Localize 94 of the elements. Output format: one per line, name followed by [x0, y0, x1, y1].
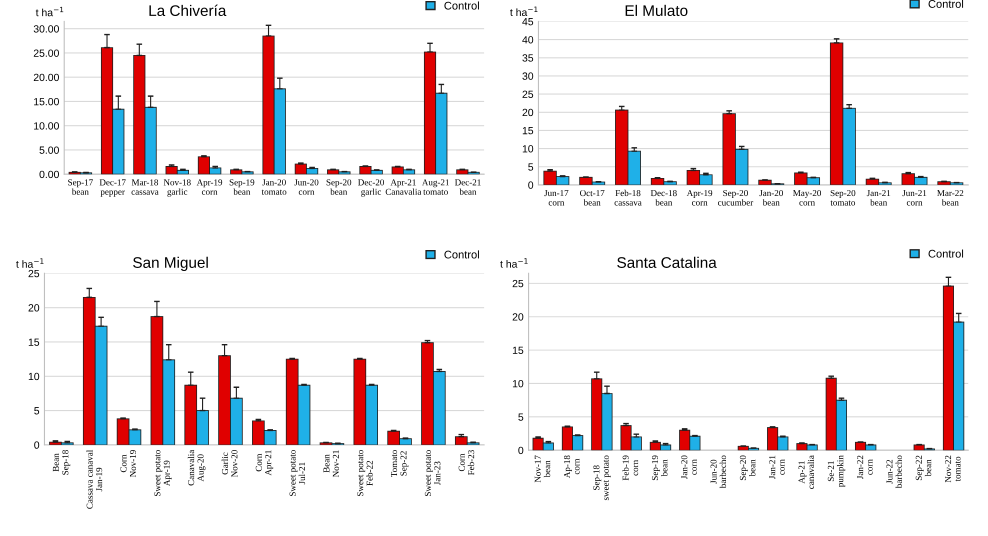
- y-tick-label: 5: [34, 407, 40, 414]
- y-tick-label: 25: [522, 90, 534, 98]
- x-tick-label: Apr-19 corn: [196, 179, 222, 195]
- y-tick-label: 20: [512, 313, 524, 321]
- x-tick-label: Jun-22 barbecho: [886, 455, 902, 488]
- y-tick-label: 45: [522, 18, 534, 26]
- y-axis-title: t ha$^{−1}$: [16, 258, 44, 268]
- x-tick-label: Jan-21 bean: [866, 190, 890, 206]
- x-tick-label: Corn Feb-23: [458, 450, 474, 476]
- y-tick-label: 15.00: [34, 98, 59, 106]
- x-tick-label: Tomato Sep-22: [391, 450, 408, 478]
- x-tick-label: Sweet potato Apr-19: [154, 450, 172, 496]
- y-tick-label: 10: [522, 145, 534, 152]
- legend-label: Control: [444, 1, 479, 10]
- x-tick-label: Dec-20 garlic: [358, 179, 384, 197]
- x-tick-label: Corn Nov-19: [120, 450, 136, 478]
- x-tick-label: Jan-20 corn: [681, 455, 697, 479]
- y-tick-label: 0: [518, 446, 524, 454]
- y-tick-label: 0: [528, 181, 534, 189]
- x-tick-label: Sep-19 bean: [230, 179, 254, 195]
- y-tick-label: 15: [512, 346, 524, 354]
- x-tick-label: Bean Sep-18: [52, 450, 70, 475]
- x-tick-label: Nov-17 bean: [534, 455, 550, 482]
- x-tick-label: Jan-21 corn: [769, 456, 785, 479]
- x-tick-label: Sep-22 bean: [916, 456, 932, 480]
- y-tick-label: 10: [512, 380, 524, 388]
- x-tick-label: Apr-21 Canavalia: [386, 179, 422, 195]
- x-tick-label: Sep-20 bean: [740, 455, 756, 480]
- x-tick-label: Jan-22 corn: [857, 456, 873, 479]
- chart-title: San Miguel: [133, 256, 208, 271]
- y-axis-title: t ha$^{−1}$: [510, 6, 538, 16]
- chart-title: Santa Catalina: [617, 256, 717, 268]
- legend-label: Control: [928, 250, 964, 258]
- y-tick-label: 30: [522, 72, 534, 80]
- legend-label: Control: [928, 0, 964, 8]
- y-tick-label: 25.00: [34, 49, 59, 57]
- x-tick-label: Oct-17 bean: [580, 190, 604, 206]
- y-tick-label: 30.00: [34, 25, 59, 33]
- y-tick-label: 25: [512, 280, 524, 288]
- y-tick-label: 25: [28, 270, 40, 278]
- x-tick-label: Se-21 pumpkin: [828, 455, 846, 488]
- x-tick-label: Dec-17 pepper: [100, 179, 126, 197]
- chart-title: El Mulato: [626, 4, 688, 16]
- legend-label: Control: [444, 250, 479, 259]
- y-tick-label: 10: [28, 372, 40, 380]
- y-tick-label: 5: [528, 163, 534, 171]
- x-tick-label: Sep-20 tomato: [830, 190, 856, 206]
- x-tick-label: Aug-21 tomato: [422, 179, 449, 195]
- x-tick-label: Dec-18 bean: [650, 190, 677, 206]
- x-tick-label: Cassava canaval Jan-19: [86, 450, 102, 509]
- x-tick-label: Sep-20 cucumber: [718, 190, 754, 206]
- x-tick-label: Nov-22 tomato: [945, 456, 961, 482]
- x-tick-label: Mar-18 cassava: [132, 179, 159, 195]
- y-tick-label: 15: [28, 338, 40, 346]
- x-tick-label: Jun-17 corn: [544, 190, 568, 206]
- x-tick-label: Ap-18 corn: [564, 455, 580, 478]
- x-tick-label: Sweet potato Jan-23: [424, 450, 440, 496]
- y-tick-label: 0: [34, 441, 40, 449]
- y-tick-label: 20: [28, 304, 40, 312]
- x-tick-label: Sweet potato Feb-22: [357, 450, 373, 496]
- x-tick-label: Jan-20 bean: [759, 190, 783, 206]
- x-tick-label: Feb-18 cassava: [614, 190, 642, 206]
- x-tick-label: Canavalia Aug-20: [188, 450, 206, 486]
- x-tick-label: Corn Apr-21: [256, 450, 274, 476]
- x-tick-label: May-20 corn: [793, 190, 822, 206]
- y-tick-label: 20.00: [34, 74, 59, 82]
- x-tick-label: Nov-18 garlic: [164, 179, 191, 197]
- x-tick-label: Jun-21 corn: [902, 190, 926, 206]
- y-tick-label: 20: [522, 108, 534, 116]
- x-tick-label: Ap-21 canavalia: [798, 455, 814, 489]
- y-tick-label: 40: [522, 36, 534, 44]
- x-tick-label: Garlic Nov-20: [222, 450, 238, 478]
- y-tick-label: 10.00: [34, 122, 59, 130]
- x-tick-label: Sep-20 bean: [326, 179, 352, 195]
- y-tick-label: 5: [518, 413, 524, 421]
- x-tick-label: Sep-17 bean: [68, 179, 93, 195]
- x-tick-label: Bean Nov-21: [323, 450, 339, 478]
- x-tick-label: Sweet potato Jul-21: [290, 450, 306, 496]
- x-tick-label: Feb-19 corn: [622, 455, 638, 480]
- x-tick-label: Mar-22 bean: [937, 190, 964, 206]
- x-tick-label: Dec-21 bean: [454, 179, 481, 195]
- chart-title: La Chivería: [149, 4, 226, 16]
- x-tick-label: Sep-18 sweet potato: [593, 455, 611, 500]
- x-tick-label: Sep-19 bean: [652, 455, 668, 480]
- x-tick-label: Jun-20 corn: [294, 179, 318, 195]
- y-axis-title: t ha$^{−1}$: [36, 6, 64, 16]
- y-tick-label: 15: [522, 127, 534, 134]
- y-tick-label: 35: [522, 54, 534, 62]
- y-tick-label: 0.00: [39, 170, 59, 178]
- y-tick-label: 5.00: [40, 146, 59, 154]
- x-tick-label: Jun-20 barbecho: [710, 455, 726, 488]
- y-axis-title: t ha$^{−1}$: [500, 258, 528, 268]
- x-tick-label: Jan-20 tomato: [262, 179, 286, 195]
- x-tick-label: Apr-19 corn: [686, 190, 712, 206]
